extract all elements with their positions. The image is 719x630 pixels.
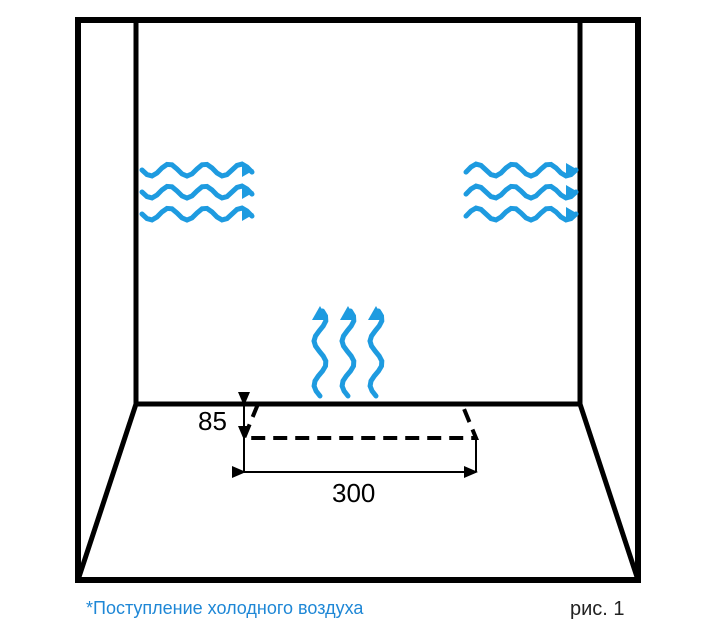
floor-cutout-dashed	[244, 404, 476, 438]
floor-edge-left	[78, 404, 136, 580]
caption-figure-number: рис. 1	[570, 598, 625, 621]
figure-diagram: 85 300	[0, 0, 719, 595]
cold-air-waves-right	[466, 163, 578, 221]
floor-edge-right	[580, 404, 638, 580]
dim-label-300: 300	[332, 478, 375, 508]
cold-air-waves-left	[142, 163, 254, 221]
dim-label-85: 85	[198, 406, 227, 436]
back-wall	[136, 20, 580, 404]
caption-cold-air-note: *Поступление холодного воздуха	[86, 598, 363, 619]
warm-air-rising	[312, 306, 384, 396]
